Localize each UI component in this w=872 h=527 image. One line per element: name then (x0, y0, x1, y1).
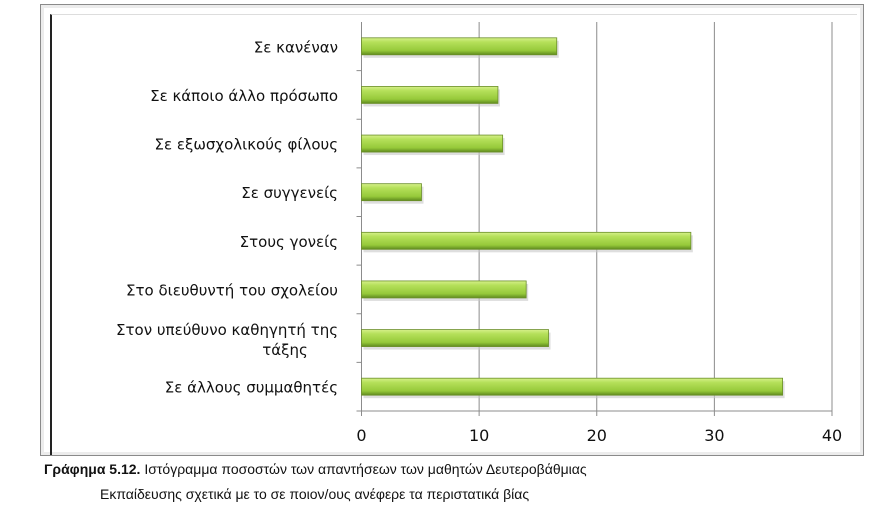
category-label: Σε άλλους συμμαθητές (165, 379, 338, 397)
category-label: Στους γονείς (240, 233, 338, 251)
category-label: Σε κάποιο άλλο πρόσωπο (150, 87, 338, 105)
category-label: Σε συγγενείς (241, 184, 338, 202)
x-tick-label: 0 (356, 426, 366, 445)
x-tick-label: 20 (587, 426, 607, 445)
bar (361, 280, 527, 299)
caption-line-1: Γράφημα 5.12. Ιστόγραμμα ποσοστών των απ… (44, 461, 844, 477)
category-label: Στον υπεύθυνο καθηγητή της τάξης (116, 321, 338, 359)
bar (361, 377, 783, 396)
bar (361, 37, 558, 56)
x-tick-label: 30 (704, 426, 724, 445)
bar (361, 329, 549, 347)
category-label: Σε εξωσχολικούς φίλους (155, 136, 338, 154)
caption-text-1: Ιστόγραμμα ποσοστών των απαντήσεων των μ… (144, 461, 587, 477)
bar (361, 134, 504, 153)
x-tick-label: 40 (822, 426, 842, 445)
category-label: Σε κανέναν (254, 38, 338, 56)
category-label: Στο διευθυντή του σχολείου (126, 281, 338, 299)
bar (361, 231, 692, 250)
chart-inner-border (50, 14, 857, 455)
bar (361, 183, 422, 202)
x-tick-label: 10 (469, 426, 489, 445)
caption-text-2: Εκπαίδευσης σχετικά με το σε ποιον/ους α… (100, 486, 530, 502)
bar-chart: 0 10 20 30 40 Σε κανέναν Σε κάποιο άλλο πρόσωπ… (116, 22, 842, 445)
bar (361, 86, 499, 104)
caption-label: Γράφημα 5.12. (44, 461, 141, 477)
